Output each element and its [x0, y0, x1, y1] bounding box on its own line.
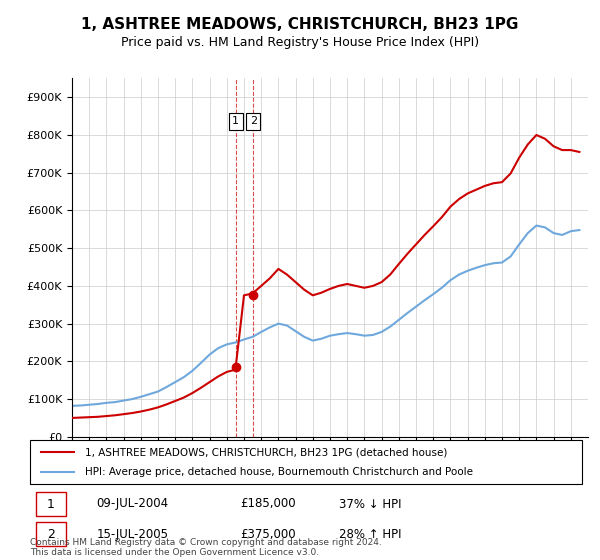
Text: 09-JUL-2004: 09-JUL-2004	[96, 497, 169, 511]
FancyBboxPatch shape	[35, 522, 66, 547]
FancyBboxPatch shape	[35, 492, 66, 516]
Text: Contains HM Land Registry data © Crown copyright and database right 2024.
This d: Contains HM Land Registry data © Crown c…	[30, 538, 382, 557]
Text: 15-JUL-2005: 15-JUL-2005	[96, 528, 168, 541]
Text: Price paid vs. HM Land Registry's House Price Index (HPI): Price paid vs. HM Land Registry's House …	[121, 36, 479, 49]
FancyBboxPatch shape	[30, 440, 582, 484]
Text: £185,000: £185,000	[240, 497, 295, 511]
Text: 1: 1	[232, 116, 239, 127]
Text: 2: 2	[250, 116, 257, 127]
Text: 28% ↑ HPI: 28% ↑ HPI	[339, 528, 401, 541]
Text: 1, ASHTREE MEADOWS, CHRISTCHURCH, BH23 1PG (detached house): 1, ASHTREE MEADOWS, CHRISTCHURCH, BH23 1…	[85, 447, 448, 457]
Text: 2: 2	[47, 528, 55, 541]
Text: 1: 1	[47, 497, 55, 511]
Text: 37% ↓ HPI: 37% ↓ HPI	[339, 497, 401, 511]
Text: £375,000: £375,000	[240, 528, 295, 541]
Text: 1, ASHTREE MEADOWS, CHRISTCHURCH, BH23 1PG: 1, ASHTREE MEADOWS, CHRISTCHURCH, BH23 1…	[82, 17, 518, 32]
Text: HPI: Average price, detached house, Bournemouth Christchurch and Poole: HPI: Average price, detached house, Bour…	[85, 467, 473, 477]
